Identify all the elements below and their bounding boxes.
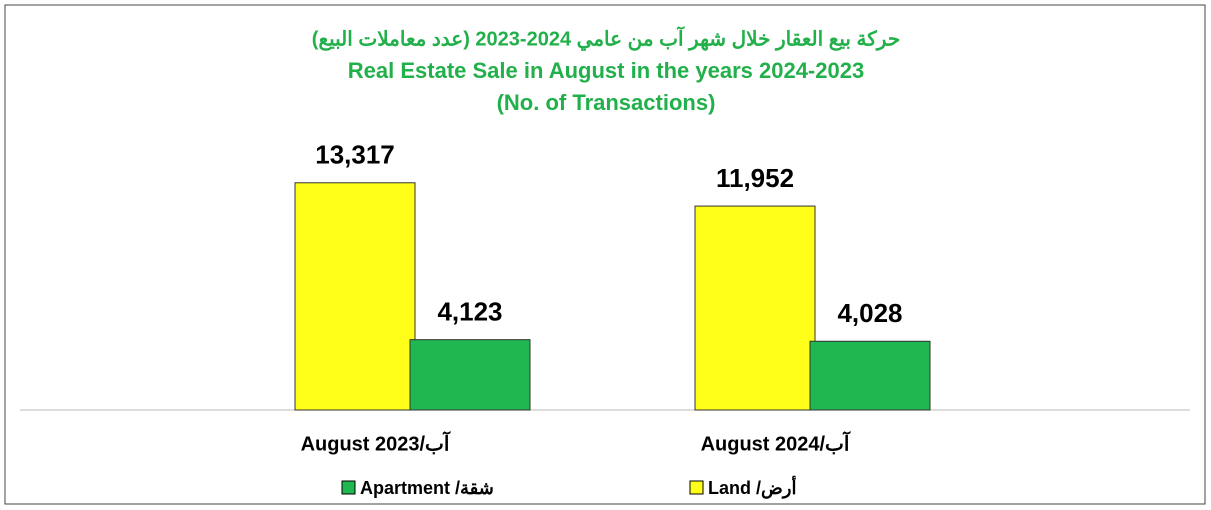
chart-title: Real Estate Sale in August in the years … bbox=[348, 58, 864, 83]
bar bbox=[809, 340, 931, 411]
value-label: 4,123 bbox=[437, 297, 502, 327]
chart-title: (No. of Transactions) bbox=[497, 90, 716, 115]
value-label: 4,028 bbox=[837, 298, 902, 328]
legend-label: Apartment /شقة bbox=[360, 478, 494, 498]
bar bbox=[694, 205, 816, 411]
legend-swatch bbox=[341, 480, 356, 495]
x-tick-label: August 2023/آب bbox=[301, 430, 451, 455]
chart-frame bbox=[4, 4, 1206, 505]
legend-swatch bbox=[689, 480, 704, 495]
bar bbox=[409, 339, 531, 411]
bar bbox=[294, 182, 416, 411]
x-tick-label: August 2024/آب bbox=[701, 430, 851, 455]
chart-title: حركة بيع العقار خلال شهر آب من عامي 2024… bbox=[312, 25, 900, 51]
value-label: 13,317 bbox=[315, 140, 395, 170]
legend-label: Land /أرض bbox=[708, 476, 796, 499]
value-label: 11,952 bbox=[716, 163, 794, 193]
